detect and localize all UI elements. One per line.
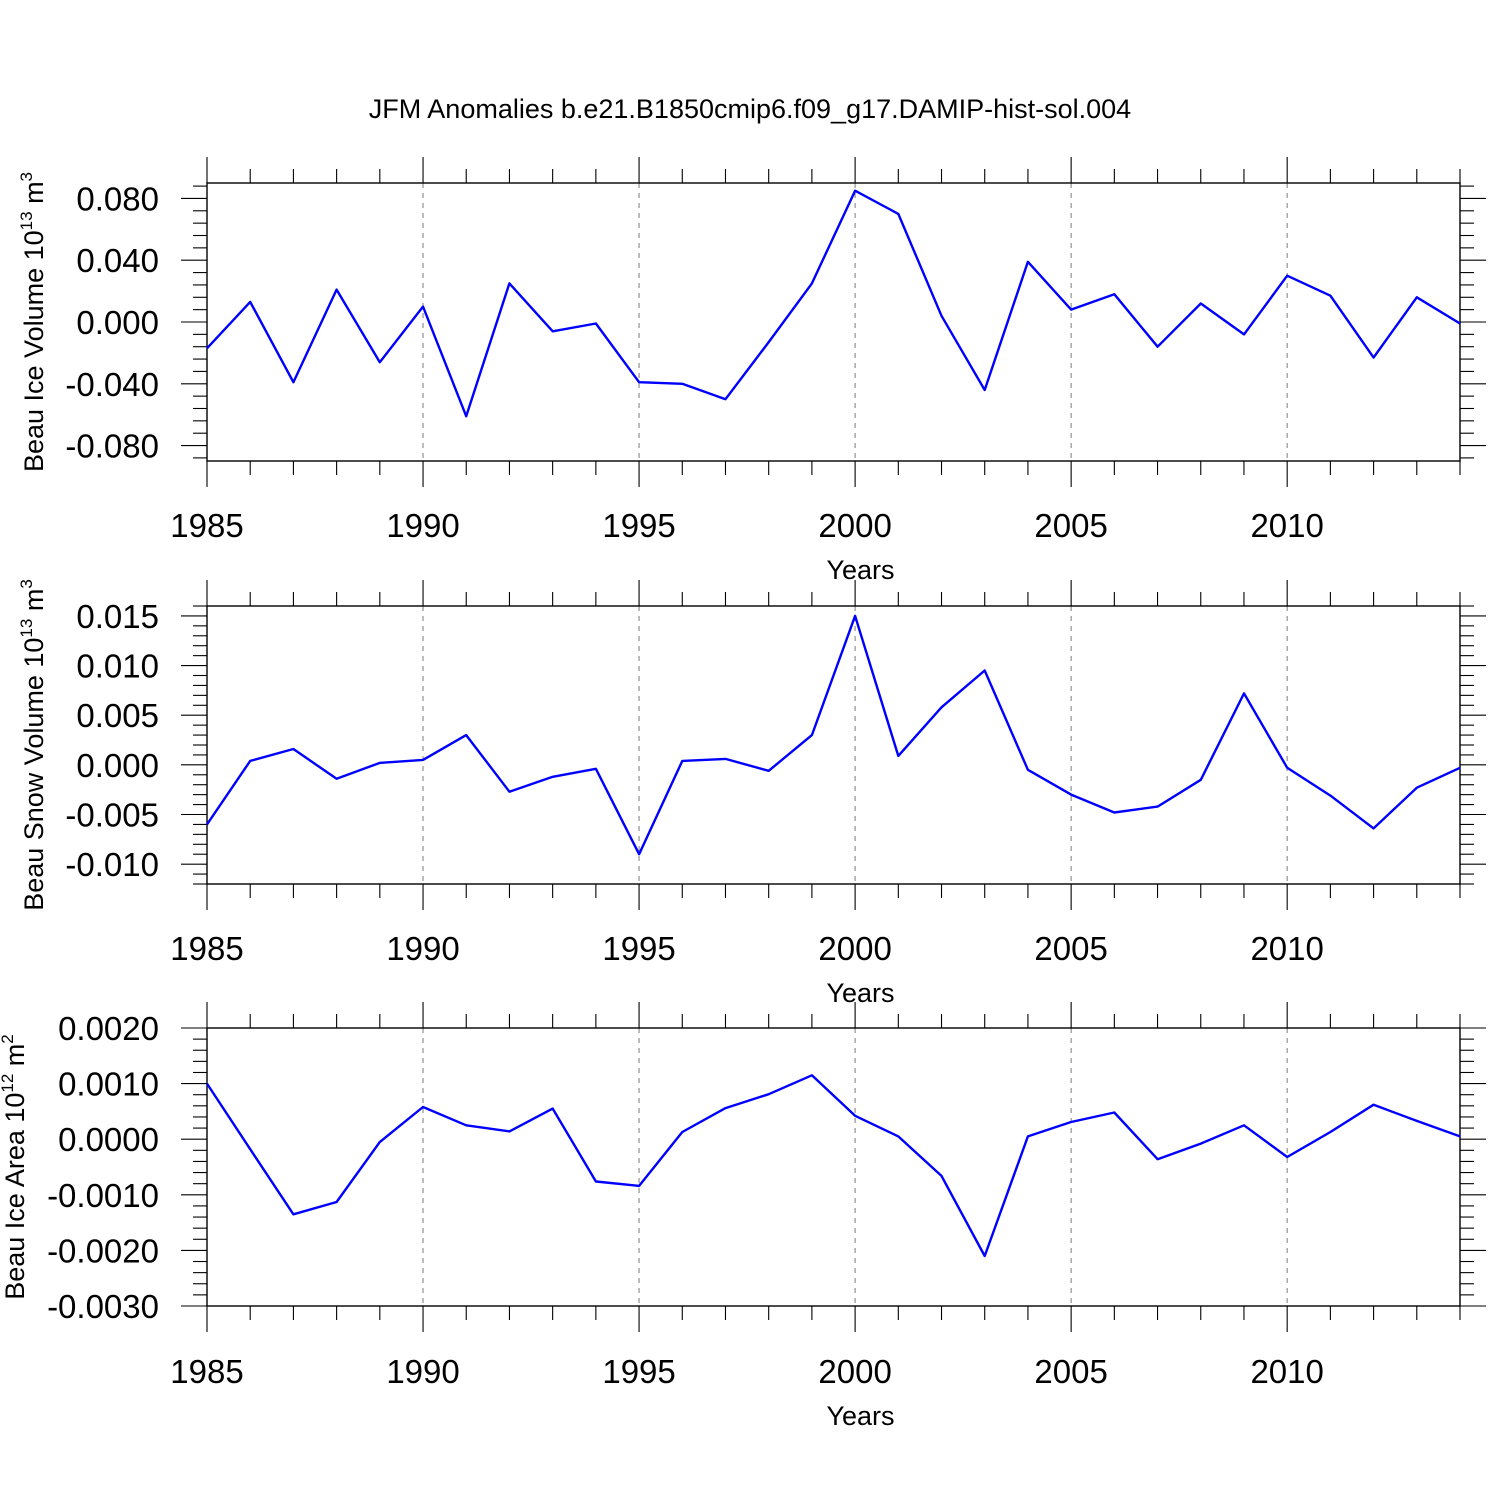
x-tick-label: 2000: [818, 930, 891, 967]
figure-title: JFM Anomalies b.e21.B1850cmip6.f09_g17.D…: [369, 94, 1131, 124]
y-tick-label: 0.080: [76, 180, 159, 217]
x-tick-label: 1990: [386, 507, 459, 544]
plot-frame: [206, 605, 1461, 885]
x-tick-label: 2010: [1250, 930, 1323, 967]
panels: 1985 1990 1995 2000 2005 2010 0.080 0.040 0.000 -…: [0, 157, 1486, 1431]
y-tick-label: 0.040: [76, 242, 159, 279]
y-tick-label: 0.0000: [58, 1121, 159, 1158]
x-tick-label: 2005: [1034, 1353, 1107, 1390]
plot-frame: [206, 182, 1461, 462]
x-tick-label: 1995: [602, 930, 675, 967]
series-line: [206, 614, 1461, 856]
y-tick-label: -0.0010: [47, 1177, 159, 1214]
x-axis-title: Years: [826, 555, 894, 585]
x-tick-label: 1985: [170, 930, 243, 967]
x-tick-label: 2000: [818, 1353, 891, 1390]
x-axis-title: Years: [826, 1401, 894, 1431]
plot-frame: [206, 1027, 1461, 1307]
y-tick-label: -0.010: [65, 846, 159, 883]
x-tick-label: 1985: [170, 1353, 243, 1390]
y-tick-label: -0.0020: [47, 1232, 159, 1269]
y-tick-label: 0.005: [76, 697, 159, 734]
y-tick-label: -0.0030: [47, 1288, 159, 1325]
y-tick-label: 0.0010: [58, 1066, 159, 1103]
x-tick-label: 2000: [818, 507, 891, 544]
series-line: [206, 189, 1461, 418]
y-tick-label: -0.080: [65, 428, 159, 465]
x-tick-label: 1990: [386, 1353, 459, 1390]
y-tick-label: -0.040: [65, 366, 159, 403]
y-axis-title: Beau Ice Volume 1013 m3: [17, 172, 49, 472]
panel-3: 1985 1990 1995 2000 2005 2010 0.0020 0.0010 0.00…: [0, 1002, 1486, 1431]
x-tick-label: 1995: [602, 1353, 675, 1390]
y-tick-label: 0.000: [76, 747, 159, 784]
y-tick-label: -0.005: [65, 797, 159, 834]
y-tick-label: 0.000: [76, 304, 159, 341]
x-tick-label: 1995: [602, 507, 675, 544]
y-tick-label: 0.010: [76, 648, 159, 685]
x-tick-label: 2005: [1034, 930, 1107, 967]
series-line: [205, 1074, 1461, 1258]
y-axis-title: Beau Ice Area 1012 m2: [0, 1034, 30, 1300]
panel-2: 1985 1990 1995 2000 2005 2010 0.015 0.010 0.005 0…: [17, 579, 1486, 1008]
x-tick-label: 1990: [386, 930, 459, 967]
x-tick-label: 2010: [1250, 507, 1323, 544]
y-axis-title: Beau Snow Volume 1013 m3: [17, 579, 49, 911]
x-tick-label: 1985: [170, 507, 243, 544]
x-tick-label: 2010: [1250, 1353, 1323, 1390]
panel-1: 1985 1990 1995 2000 2005 2010 0.080 0.040 0.000 -…: [17, 157, 1486, 585]
y-tick-label: 0.015: [76, 598, 159, 635]
x-tick-label: 2005: [1034, 507, 1107, 544]
y-tick-label: 0.0020: [58, 1010, 159, 1047]
x-axis-title: Years: [826, 978, 894, 1008]
